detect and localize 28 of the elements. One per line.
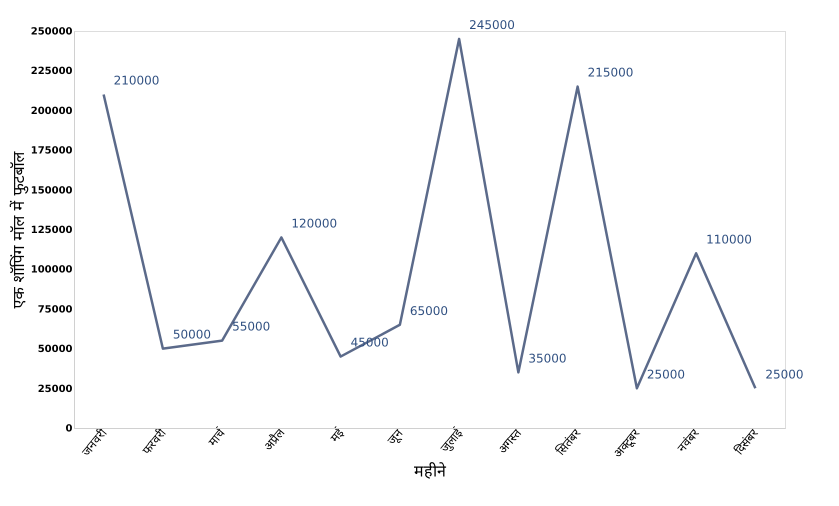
y-tick-label: 100000 bbox=[30, 264, 73, 276]
y-tick-label: 225000 bbox=[30, 66, 73, 78]
data-label: 55000 bbox=[232, 320, 270, 334]
data-label: 120000 bbox=[291, 216, 338, 230]
y-tick-label: 150000 bbox=[30, 185, 73, 196]
y-tick-label: 50000 bbox=[38, 344, 73, 356]
y-tick-label: 250000 bbox=[30, 26, 73, 38]
y-axis-title: एक शॉपिंग मॉल में फुटबॉल bbox=[8, 150, 29, 309]
y-tick-label: 0 bbox=[66, 424, 73, 434]
data-label: 110000 bbox=[706, 232, 752, 246]
x-axis-title: महीने bbox=[414, 462, 447, 481]
y-tick-label: 25000 bbox=[38, 384, 73, 395]
data-label: 35000 bbox=[528, 351, 567, 366]
line-series bbox=[102, 38, 757, 390]
x-tick-label: जून bbox=[384, 426, 407, 448]
data-label: 25000 bbox=[646, 367, 686, 382]
y-tick-label: 175000 bbox=[30, 146, 73, 157]
x-tick-label: मई bbox=[327, 425, 348, 445]
data-label: 210000 bbox=[114, 74, 160, 88]
x-tick-label: मार्च bbox=[206, 425, 229, 449]
data-label: 50000 bbox=[172, 328, 212, 342]
data-label: 245000 bbox=[469, 18, 515, 32]
data-label: 215000 bbox=[588, 66, 634, 80]
y-tick-label: 125000 bbox=[30, 225, 73, 236]
y-tick-label: 200000 bbox=[30, 106, 73, 117]
data-label: 25000 bbox=[765, 367, 804, 382]
y-tick-label: 75000 bbox=[38, 304, 73, 316]
data-label: 65000 bbox=[410, 304, 448, 318]
